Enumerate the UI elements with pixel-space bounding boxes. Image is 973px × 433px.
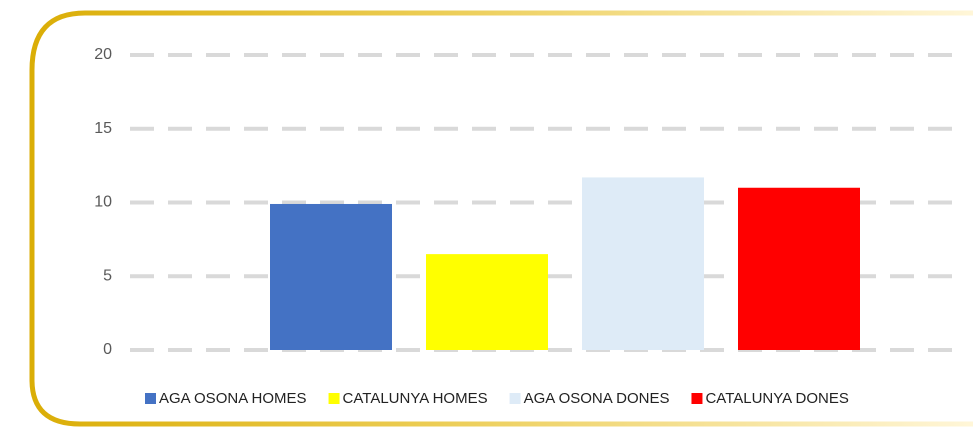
- y-tick-label: 20: [94, 46, 112, 63]
- bar: [426, 254, 548, 350]
- legend-swatch: [509, 393, 521, 404]
- legend-label: CATALUNYA DONES: [705, 390, 848, 407]
- y-tick-label: 10: [94, 194, 112, 211]
- legend-label: AGA OSONA HOMES: [159, 390, 307, 407]
- legend-label: CATALUNYA HOMES: [343, 390, 488, 407]
- y-tick-label: 0: [103, 341, 112, 358]
- legend: AGA OSONA HOMES CATALUNYA HOMES AGA OSONA …: [145, 390, 849, 407]
- bar: [270, 203, 392, 350]
- frame: [29, 10, 973, 427]
- legend-label: AGA OSONA DONES: [524, 390, 670, 407]
- bar: [582, 177, 704, 350]
- y-tick-label: 5: [103, 267, 112, 284]
- y-tick-label: 15: [94, 120, 112, 137]
- legend-swatch: [145, 393, 156, 404]
- legend-swatch: [691, 393, 703, 404]
- bar: [738, 187, 860, 350]
- legend-swatch: [328, 393, 340, 404]
